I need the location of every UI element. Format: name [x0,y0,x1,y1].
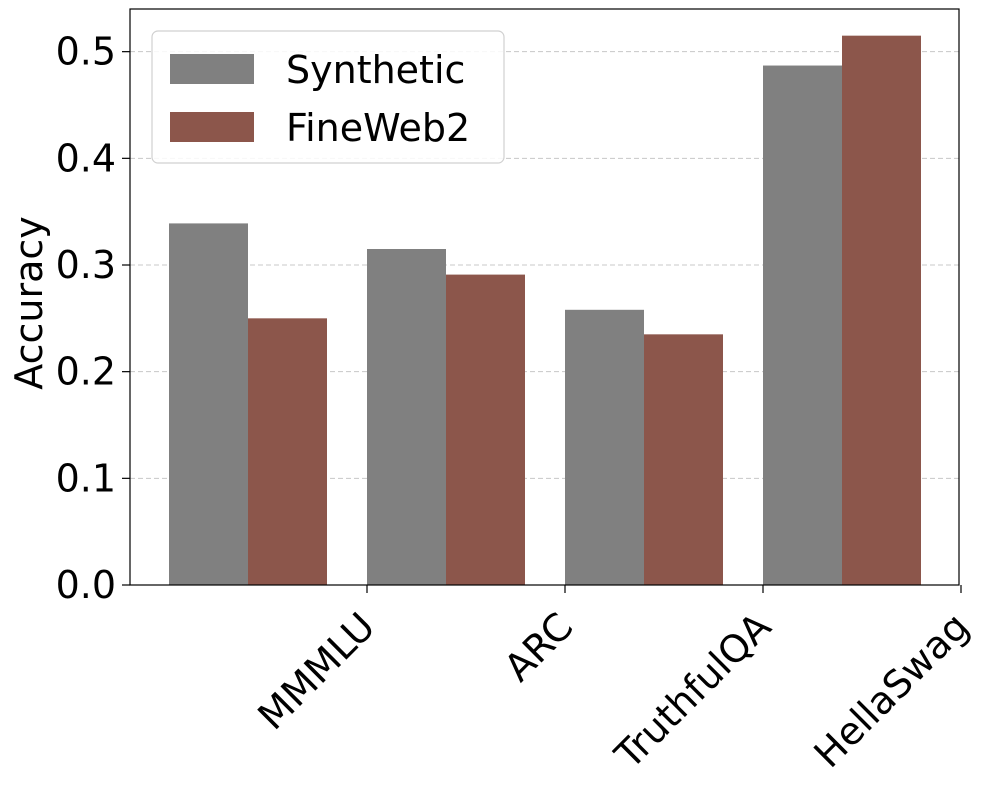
x-tick-label: ARC [496,604,582,690]
y-tick-label: 0.4 [56,136,116,180]
legend-swatch-fineweb2 [170,112,254,142]
legend-label-fineweb2: FineWeb2 [286,106,470,150]
bar-fineweb2-hellaswag [842,35,921,585]
legend-label-synthetic: Synthetic [286,48,465,92]
x-tick-label: HellaSwag [806,604,978,776]
x-axis: MMMLU ARC TruthfulQA HellaSwag [249,585,977,778]
x-tick-label: TruthfulQA [606,604,779,777]
bar-synthetic-arc [367,249,446,585]
y-tick-label: 0.3 [56,243,116,287]
bar-fineweb2-arc [446,274,525,585]
bar-fineweb2-mmmlu [248,318,327,585]
bar-synthetic-truthfulqa [565,309,644,585]
y-axis-label: Accuracy [7,216,51,390]
bars [169,35,921,586]
y-tick-label: 0.1 [56,456,116,500]
y-tick-label: 0.2 [56,350,116,394]
plot-area-frame [129,8,960,586]
bar-synthetic-mmmlu [169,223,248,585]
legend-swatch-synthetic [170,54,254,84]
y-tick-label: 0.0 [56,563,116,607]
legend: Synthetic FineWeb2 [151,30,505,164]
bar-synthetic-hellaswag [763,65,842,586]
y-tick-label: 0.5 [56,30,116,74]
legend-entries: Synthetic FineWeb2 [170,48,470,150]
bar-fineweb2-truthfulqa [644,334,723,585]
y-axis: 0.0 0.1 0.2 0.3 0.4 0.5 [56,30,130,607]
x-tick-label: MMMLU [249,604,383,738]
